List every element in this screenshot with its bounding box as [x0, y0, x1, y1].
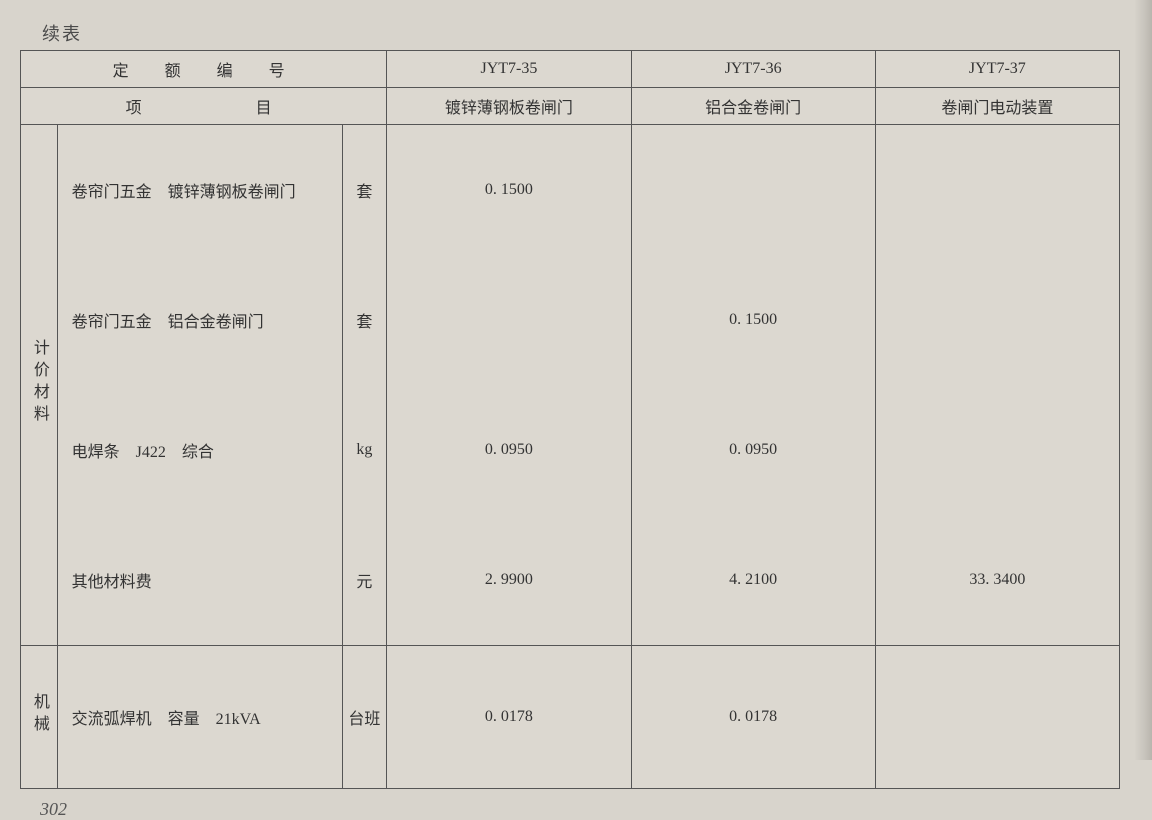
code-label: 定 额 编 号 [21, 51, 387, 88]
val-2: 0. 0178 [631, 646, 875, 789]
val-3 [875, 255, 1119, 385]
item-label: 项 目 [21, 88, 387, 125]
unit: 套 [342, 255, 387, 385]
table-row: 其他材料费 元 2. 9900 4. 2100 33. 3400 [21, 515, 1120, 646]
val-1 [387, 255, 631, 385]
page-edge-shadow [1134, 0, 1152, 760]
item-name: 交流弧焊机 容量 21kVA [57, 646, 342, 789]
unit: 台班 [342, 646, 387, 789]
table-caption: 续表 [42, 20, 1132, 46]
code-1: JYT7-35 [387, 51, 631, 88]
header-row-names: 项 目 镀锌薄钢板卷闸门 铝合金卷闸门 卷闸门电动装置 [21, 88, 1120, 125]
item-name: 卷帘门五金 铝合金卷闸门 [57, 255, 342, 385]
item-name: 卷帘门五金 镀锌薄钢板卷闸门 [57, 125, 342, 256]
val-1: 0. 1500 [387, 125, 631, 256]
val-1: 0. 0178 [387, 646, 631, 789]
category-material: 计价材料 [21, 125, 58, 646]
val-3: 33. 3400 [875, 515, 1119, 646]
unit: 元 [342, 515, 387, 646]
val-2: 0. 1500 [631, 255, 875, 385]
page-number: 302 [40, 799, 1132, 820]
item-name: 电焊条 J422 综合 [57, 385, 342, 515]
val-2: 0. 0950 [631, 385, 875, 515]
table-row: 卷帘门五金 铝合金卷闸门 套 0. 1500 [21, 255, 1120, 385]
category-mech: 机械 [21, 646, 58, 789]
table-row: 计价材料 卷帘门五金 镀锌薄钢板卷闸门 套 0. 1500 [21, 125, 1120, 256]
name-3: 卷闸门电动装置 [875, 88, 1119, 125]
item-name: 其他材料费 [57, 515, 342, 646]
val-2 [631, 125, 875, 256]
name-1: 镀锌薄钢板卷闸门 [387, 88, 631, 125]
quota-table: 定 额 编 号 JYT7-35 JYT7-36 JYT7-37 项 目 镀锌薄钢… [20, 50, 1120, 789]
table-row: 电焊条 J422 综合 kg 0. 0950 0. 0950 [21, 385, 1120, 515]
code-2: JYT7-36 [631, 51, 875, 88]
val-1: 0. 0950 [387, 385, 631, 515]
unit: kg [342, 385, 387, 515]
unit: 套 [342, 125, 387, 256]
header-row-codes: 定 额 编 号 JYT7-35 JYT7-36 JYT7-37 [21, 51, 1120, 88]
code-3: JYT7-37 [875, 51, 1119, 88]
val-3 [875, 385, 1119, 515]
val-3 [875, 125, 1119, 256]
val-3 [875, 646, 1119, 789]
val-1: 2. 9900 [387, 515, 631, 646]
val-2: 4. 2100 [631, 515, 875, 646]
name-2: 铝合金卷闸门 [631, 88, 875, 125]
table-row: 机械 交流弧焊机 容量 21kVA 台班 0. 0178 0. 0178 [21, 646, 1120, 789]
